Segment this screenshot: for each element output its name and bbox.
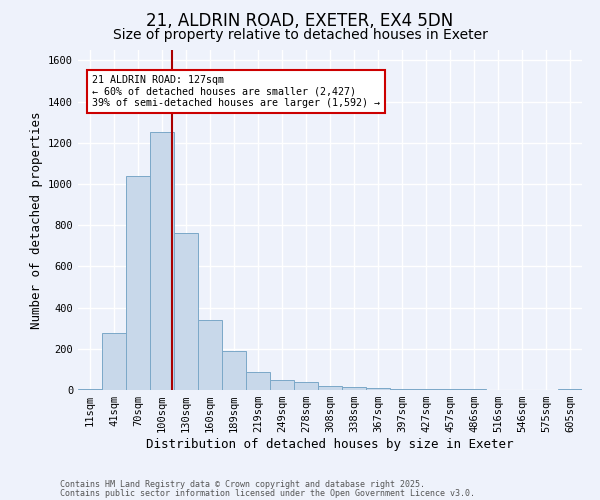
Bar bbox=[366, 388, 390, 390]
Bar bbox=[198, 320, 222, 390]
Bar bbox=[222, 351, 246, 390]
Bar bbox=[150, 132, 174, 390]
Bar bbox=[342, 387, 366, 390]
X-axis label: Distribution of detached houses by size in Exeter: Distribution of detached houses by size … bbox=[146, 438, 514, 451]
Text: Contains HM Land Registry data © Crown copyright and database right 2025.: Contains HM Land Registry data © Crown c… bbox=[60, 480, 425, 489]
Bar bbox=[270, 380, 294, 390]
Bar bbox=[294, 382, 318, 390]
Bar bbox=[318, 386, 342, 390]
Bar bbox=[174, 234, 198, 390]
Bar bbox=[390, 389, 414, 390]
Text: Contains public sector information licensed under the Open Government Licence v3: Contains public sector information licen… bbox=[60, 488, 475, 498]
Text: 21 ALDRIN ROAD: 127sqm
← 60% of detached houses are smaller (2,427)
39% of semi-: 21 ALDRIN ROAD: 127sqm ← 60% of detached… bbox=[92, 74, 380, 108]
Text: 21, ALDRIN ROAD, EXETER, EX4 5DN: 21, ALDRIN ROAD, EXETER, EX4 5DN bbox=[146, 12, 454, 30]
Bar bbox=[102, 334, 126, 390]
Text: Size of property relative to detached houses in Exeter: Size of property relative to detached ho… bbox=[113, 28, 487, 42]
Y-axis label: Number of detached properties: Number of detached properties bbox=[29, 112, 43, 329]
Bar bbox=[78, 389, 102, 390]
Bar bbox=[126, 176, 150, 390]
Bar bbox=[246, 372, 270, 390]
